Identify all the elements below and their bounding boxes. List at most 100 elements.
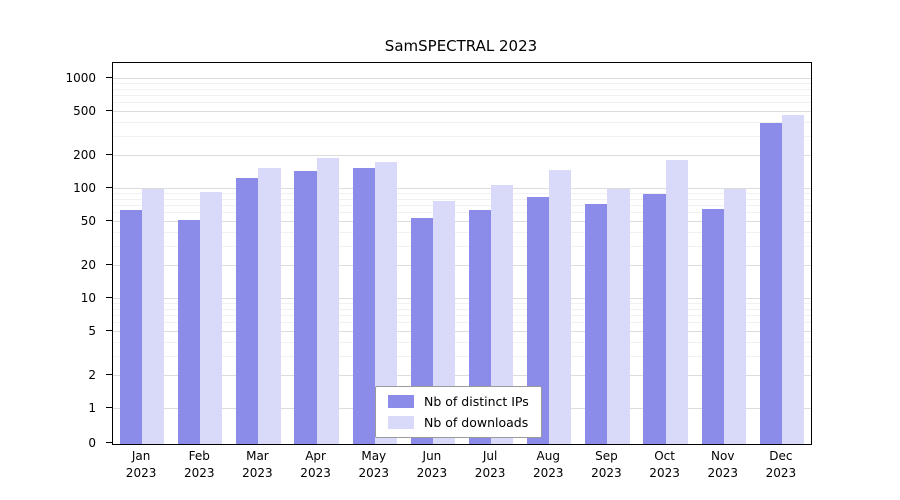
bar-nb-of-downloads-aug — [549, 169, 572, 444]
minor-gridline — [113, 95, 811, 97]
bar-nb-of-downloads-mar — [258, 168, 281, 444]
x-tick-month: Jun — [422, 449, 442, 463]
minor-gridline — [113, 205, 811, 207]
x-tick-label: Jun 2023 — [417, 448, 448, 482]
x-tick-year: 2023 — [765, 465, 797, 480]
x-tick-month: Jan — [131, 449, 151, 463]
bar-nb-of-distinct-ips-apr — [294, 171, 317, 444]
x-tick-month: Apr — [305, 449, 326, 463]
x-tick-label: Dec 2023 — [766, 448, 797, 482]
legend-item-downloads: Nb of downloads — [388, 415, 529, 430]
legend-label-distinct-ips: Nb of distinct IPs — [424, 394, 529, 409]
y-tick-label: 5 — [88, 324, 96, 339]
x-tick-year: 2023 — [707, 465, 739, 480]
y-tick-mark — [106, 77, 112, 78]
minor-gridline — [113, 135, 811, 137]
minor-gridline — [113, 193, 811, 195]
y-tick-label: 50 — [80, 214, 96, 229]
y-tick-label: 0 — [88, 436, 96, 450]
major-gridline — [113, 264, 811, 266]
major-gridline — [113, 111, 811, 113]
y-tick-mark — [106, 330, 112, 332]
minor-gridline — [113, 83, 811, 85]
x-tick-label: Oct 2023 — [649, 448, 680, 482]
bar-nb-of-distinct-ips-feb — [178, 220, 201, 444]
x-tick-year: 2023 — [649, 465, 680, 480]
bar-nb-of-downloads-oct — [665, 159, 688, 444]
x-tick-label: Sep 2023 — [591, 448, 622, 482]
bar-nb-of-distinct-ips-jan — [119, 209, 143, 444]
legend: Nb of distinct IPs Nb of downloads — [375, 386, 542, 438]
bar-nb-of-downloads-nov — [723, 189, 746, 444]
y-tick-mark — [106, 373, 112, 375]
major-gridline — [113, 331, 811, 333]
bar-nb-of-downloads-jul — [491, 185, 514, 444]
minor-gridline — [113, 212, 811, 214]
bar-nb-of-distinct-ips-sep — [585, 204, 608, 444]
x-tick-year: 2023 — [242, 465, 273, 480]
minor-gridline — [113, 303, 811, 305]
bar-nb-of-distinct-ips-oct — [643, 194, 666, 444]
minor-gridline — [113, 231, 811, 233]
minor-gridline — [113, 121, 811, 123]
x-tick-month: Jul — [482, 449, 498, 463]
y-tick-mark — [106, 187, 112, 188]
legend-swatch-distinct-ips — [388, 395, 414, 408]
major-gridline — [113, 154, 811, 156]
bar-nb-of-downloads-feb — [200, 192, 223, 444]
x-tick-label: Jul 2023 — [475, 448, 506, 482]
bar-nb-of-distinct-ips-nov — [701, 208, 724, 444]
x-tick-month: Nov — [711, 449, 735, 463]
minor-gridline — [113, 198, 811, 200]
minor-gridline — [113, 245, 811, 247]
x-tick-year: 2023 — [591, 465, 622, 480]
y-tick-label: 2 — [88, 367, 96, 382]
major-gridline — [113, 188, 811, 189]
y-tick-mark — [106, 442, 112, 443]
x-tick-month: Feb — [188, 449, 210, 463]
minor-gridline — [113, 355, 811, 357]
y-tick-label: 20 — [80, 257, 96, 272]
minor-gridline — [113, 308, 811, 310]
chart-title: SamSPECTRAL 2023 — [384, 37, 538, 55]
bar-nb-of-downloads-jun — [432, 200, 455, 444]
bar-nb-of-distinct-ips-aug — [527, 196, 550, 444]
legend-label-downloads: Nb of downloads — [424, 415, 529, 430]
y-axis: 0 1 2 5 10 20 50 100 200 500 1000 — [0, 62, 112, 449]
y-tick-label: 10 — [80, 291, 96, 305]
y-tick-label: 1 — [88, 401, 96, 415]
major-gridline — [113, 78, 811, 79]
x-tick-month: Mar — [246, 449, 269, 463]
major-gridline — [113, 221, 811, 223]
y-tick-mark — [106, 407, 112, 408]
x-tick-label: Nov 2023 — [707, 448, 738, 482]
minor-gridline — [113, 102, 811, 104]
x-tick-year: 2023 — [532, 465, 564, 480]
legend-item-distinct-ips: Nb of distinct IPs — [388, 394, 529, 409]
bar-nb-of-downloads-may — [374, 162, 397, 444]
minor-gridline — [113, 315, 811, 317]
major-gridline — [113, 374, 811, 376]
x-tick-year: 2023 — [183, 465, 215, 480]
y-tick-mark — [106, 263, 112, 265]
y-tick-mark — [106, 153, 112, 155]
x-tick-year: 2023 — [474, 465, 506, 480]
plot-area: Nb of distinct IPs Nb of downloads — [112, 62, 812, 445]
x-tick-month: Aug — [536, 449, 560, 463]
x-tick-month: Oct — [654, 449, 675, 463]
x-tick-month: May — [361, 449, 387, 463]
minor-gridline — [113, 322, 811, 324]
y-tick-label: 100 — [73, 181, 96, 195]
x-tick-year: 2023 — [416, 465, 448, 480]
y-tick-label: 200 — [73, 147, 96, 162]
x-tick-year: 2023 — [125, 465, 157, 480]
major-gridline — [113, 298, 811, 299]
bar-nb-of-distinct-ips-jul — [468, 209, 492, 444]
bar-nb-of-downloads-apr — [316, 158, 339, 444]
bar-nb-of-distinct-ips-mar — [236, 178, 259, 444]
x-tick-month: Dec — [769, 449, 793, 463]
x-tick-year: 2023 — [300, 465, 331, 480]
bar-nb-of-distinct-ips-dec — [759, 122, 782, 444]
y-tick-label: 500 — [73, 104, 96, 119]
